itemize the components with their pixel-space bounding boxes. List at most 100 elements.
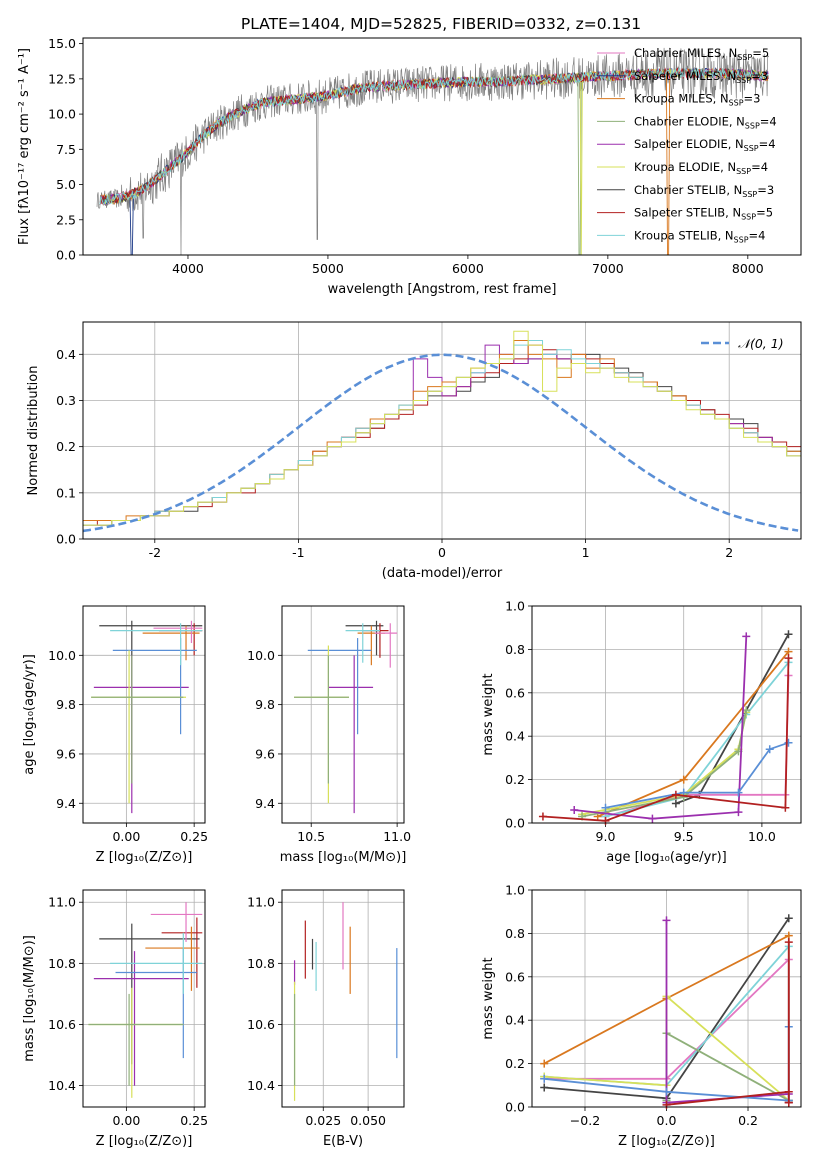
x-axis-label: Z [log₁₀(Z/Z⊙)] <box>96 850 193 865</box>
x-tick-label: 0.00 <box>112 1113 140 1128</box>
y-tick-label: 0.1 <box>56 485 76 500</box>
y-tick-label: 1.0 <box>505 883 525 898</box>
panel-residuals: -2 -1 0 1 2 0.0 0.1 0.2 0.3 0.4 (data-model)/error… <box>26 321 802 581</box>
y-tick-label: 1.0 <box>505 599 525 614</box>
histogram-step <box>83 344 801 539</box>
y-axis-label: Normed distribution <box>26 366 41 496</box>
legend: Chabrier MILES, NSSP=5 Salpeter MILES, NS… <box>597 46 777 244</box>
panel-age-Z: 0.00 0.25 9.4 9.6 9.8 10.0 Z [log₁₀(Z/Z⊙)] age … <box>22 605 208 865</box>
weight-marker <box>784 630 793 639</box>
panel-age-mass: 10.5 11.0 9.4 9.6 9.8 10.0 mass [log₁₀(M/M⊙)] <box>247 605 411 865</box>
x-tick-label: 0 <box>438 545 446 560</box>
weight-marker <box>784 738 793 747</box>
x-axis-label: Z [log₁₀(Z/Z⊙)] <box>96 1134 193 1149</box>
weight-marker <box>734 808 743 817</box>
x-axis-label: age [log₁₀(age/yr)] <box>606 850 727 865</box>
weight-marker <box>540 1083 549 1092</box>
y-tick-label: 0.0 <box>56 248 76 263</box>
weight-marker <box>662 1087 671 1096</box>
y-tick-label: 0.8 <box>505 926 525 941</box>
x-tick-label: 2 <box>725 545 733 560</box>
x-tick-label: 10.5 <box>297 829 325 844</box>
weight-marker <box>765 745 774 754</box>
panel-mass-Z: 0.00 0.25 10.4 10.6 10.8 11.0 Z [log₁₀(Z/Z⊙)] m… <box>22 889 208 1149</box>
y-tick-label: 0.0 <box>505 1100 525 1115</box>
y-tick-label: 0.2 <box>56 439 76 454</box>
y-axis-label: mass weight <box>481 673 496 755</box>
weight-marker <box>648 814 657 823</box>
weight-marker <box>784 654 793 663</box>
legend-entry: Chabrier MILES, NSSP=5 <box>634 46 769 62</box>
x-tick-label: -2 <box>149 545 161 560</box>
y-tick-label: 0.0 <box>56 532 76 547</box>
y-tick-label: 9.8 <box>56 697 76 712</box>
y-tick-label: 10.8 <box>247 956 275 971</box>
y-tick-label: 10.4 <box>48 1078 76 1093</box>
y-tick-label: 10.6 <box>48 1017 76 1032</box>
cross-plot <box>294 620 398 814</box>
y-tick-label: 0.6 <box>505 685 525 700</box>
legend-entry: Salpeter MILES, NSSP=3 <box>634 69 768 85</box>
x-tick-label: 8000 <box>732 261 764 276</box>
x-tick-label: 0.00 <box>112 829 140 844</box>
weight-marker <box>601 816 610 825</box>
x-axis-label: Z [log₁₀(Z/Z⊙)] <box>618 1134 715 1149</box>
y-tick-label: 0.4 <box>56 347 76 362</box>
y-tick-label: 5.0 <box>56 177 76 192</box>
weight-marker <box>601 803 610 812</box>
axes-frame <box>82 37 802 256</box>
weight-marker <box>671 790 680 799</box>
x-tick-label: 0.025 <box>305 1113 341 1128</box>
axes-frame <box>281 605 405 824</box>
x-tick-label: 4000 <box>172 261 204 276</box>
x-tick-label: 0.0 <box>657 1113 677 1128</box>
weight-line <box>665 1031 790 1102</box>
x-tick-label: −0.2 <box>570 1113 600 1128</box>
axes-frame <box>531 889 802 1108</box>
axes-frame <box>82 605 206 824</box>
x-tick-label: 0.2 <box>738 1113 758 1128</box>
x-tick-label: 6000 <box>452 261 484 276</box>
legend-entry: Kroupa ELODIE, NSSP=4 <box>634 160 768 176</box>
y-tick-label: 0.2 <box>505 772 525 787</box>
y-tick-label: 10.0 <box>247 648 275 663</box>
axes-frame <box>281 889 405 1108</box>
y-tick-label: 11.0 <box>48 895 76 910</box>
weight-marker <box>784 1087 793 1096</box>
cross-plot <box>88 902 203 1098</box>
weight-marker <box>570 805 579 814</box>
y-tick-label: 0.0 <box>505 816 525 831</box>
y-axis-label: age [log₁₀(age/yr)] <box>22 654 37 775</box>
y-tick-label: 7.5 <box>56 142 76 157</box>
histogram-plot <box>83 330 801 539</box>
y-axis-label: Flux [fλ10⁻¹⁷ erg cm⁻² s⁻¹ A⁻¹] <box>17 48 32 245</box>
y-tick-label: 0.4 <box>505 1013 525 1028</box>
x-tick-label: 9.5 <box>674 829 694 844</box>
legend-entry: Chabrier STELIB, NSSP=3 <box>634 183 774 199</box>
weight-marker <box>540 1074 549 1083</box>
y-tick-label: 10.0 <box>48 107 76 122</box>
y-tick-label: 10.6 <box>247 1017 275 1032</box>
panel-mass-ebv: 0.025 0.050 10.4 10.6 10.8 11.0 E(B-V) <box>247 889 405 1149</box>
x-axis-label: mass [log₁₀(M/M⊙)] <box>280 850 407 865</box>
model-spectrum-line <box>99 67 769 205</box>
x-axis-label: wavelength [Angstrom, rest frame] <box>328 282 557 297</box>
spectrum-plot <box>96 47 770 255</box>
histogram-step <box>83 330 801 539</box>
x-tick-label: 0.25 <box>180 829 208 844</box>
y-tick-label: 9.6 <box>56 746 76 761</box>
figure-title: PLATE=1404, MJD=52825, FIBERID=0332, z=0… <box>241 15 641 33</box>
legend-entry: Salpeter STELIB, NSSP=5 <box>634 206 773 222</box>
weight-line <box>675 633 790 805</box>
axes-frame <box>82 321 802 540</box>
y-tick-label: 10.4 <box>247 1078 275 1093</box>
histogram-step <box>83 344 801 539</box>
weight-line <box>666 942 790 1106</box>
axes-frame <box>531 605 802 824</box>
weight-marker <box>679 775 688 784</box>
weight-marker <box>538 812 547 821</box>
x-axis-label: E(B-V) <box>323 1134 363 1149</box>
weight-plot <box>538 630 793 825</box>
y-tick-label: 9.6 <box>255 746 275 761</box>
